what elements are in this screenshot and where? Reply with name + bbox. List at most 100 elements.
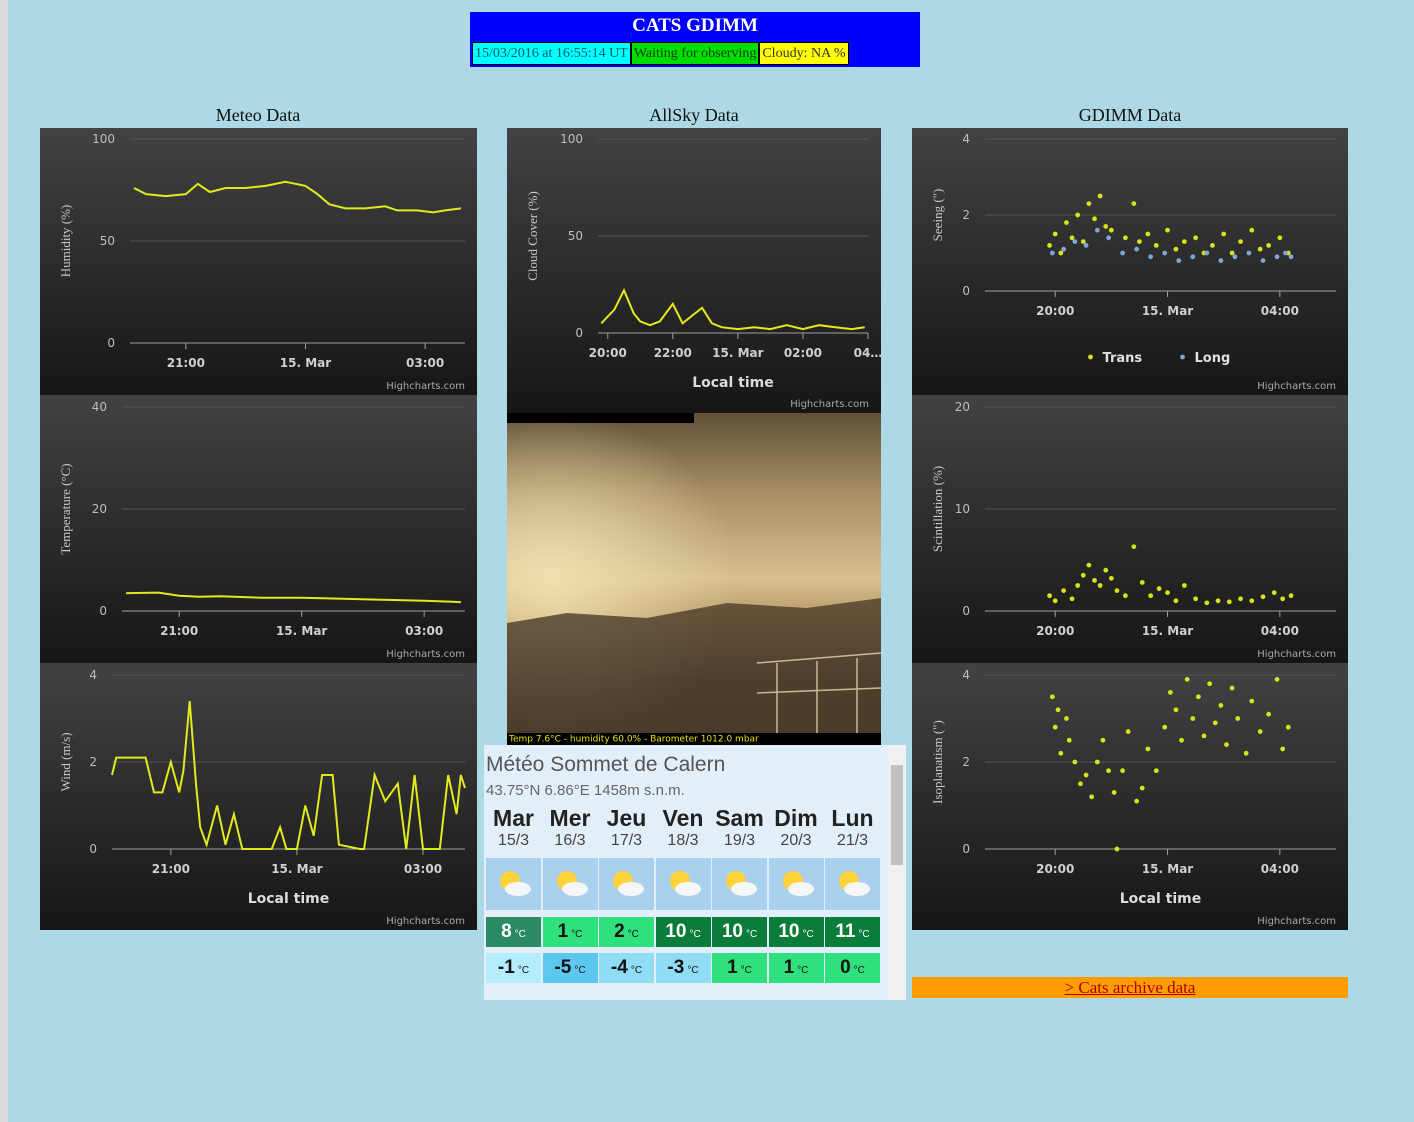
y-tick-label: 50	[100, 234, 115, 248]
y-tick-label: 0	[962, 842, 970, 856]
data-point	[1086, 201, 1091, 206]
icon-cloud	[675, 882, 701, 896]
data-point	[1061, 247, 1066, 252]
data-point	[1067, 738, 1072, 743]
data-point	[1247, 251, 1252, 256]
chart-background	[912, 395, 1348, 663]
data-point	[1174, 707, 1179, 712]
day-header: Sam19/3	[712, 805, 767, 850]
data-point	[1193, 596, 1198, 601]
temp-value: -5	[554, 957, 571, 978]
archive-link[interactable]: > Cats archive data	[1065, 978, 1196, 997]
temp-value: 10	[778, 921, 799, 942]
data-point	[1218, 258, 1223, 263]
temp-min: 0°C	[825, 953, 880, 983]
data-point	[1266, 243, 1271, 248]
x-tick-label: 15. Mar	[280, 356, 331, 370]
data-point	[1224, 742, 1229, 747]
icon-cloud	[505, 882, 531, 896]
data-point	[1075, 213, 1080, 218]
data-point	[1098, 583, 1103, 588]
x-tick-label: 04:00	[1261, 304, 1299, 318]
data-point	[1115, 588, 1120, 593]
data-point	[1115, 847, 1120, 852]
y-tick-label: 4	[962, 668, 970, 682]
chart: 0204021:0015. Mar03:00Temperature (°C)Hi…	[40, 395, 477, 663]
data-point	[1056, 707, 1061, 712]
weather-icon	[656, 858, 711, 910]
data-point	[1131, 201, 1136, 206]
chart-background	[40, 128, 477, 395]
data-point	[1179, 738, 1184, 743]
weather-icon	[769, 858, 824, 910]
data-point	[1053, 598, 1058, 603]
temp-unit: °C	[746, 929, 757, 940]
data-point	[1137, 239, 1142, 244]
day-name: Mer	[543, 805, 598, 832]
weather-icon	[599, 858, 654, 910]
data-point	[1070, 235, 1075, 240]
data-point	[1126, 729, 1131, 734]
data-point	[1235, 716, 1240, 721]
credit: Highcharts.com	[386, 381, 465, 392]
data-point	[1227, 599, 1232, 604]
credit: Highcharts.com	[386, 916, 465, 927]
x-tick-label: 15. Mar	[712, 346, 763, 360]
data-point	[1145, 232, 1150, 237]
y-tick-label: 0	[99, 604, 107, 618]
x-tick-label: 20:00	[589, 346, 627, 360]
data-point	[1182, 583, 1187, 588]
data-point	[1081, 573, 1086, 578]
x-tick-label: 20:00	[1036, 304, 1074, 318]
legend-label: Long	[1195, 351, 1231, 366]
temp-value: 0	[840, 957, 851, 978]
data-point	[1174, 247, 1179, 252]
data-point	[1047, 593, 1052, 598]
data-point	[1165, 228, 1170, 233]
data-point	[1092, 216, 1097, 221]
temp-unit: °C	[628, 929, 639, 940]
temp-max: 10°C	[769, 917, 824, 947]
data-point	[1204, 251, 1209, 256]
data-point	[1050, 251, 1055, 256]
data-point	[1086, 563, 1091, 568]
data-point	[1084, 243, 1089, 248]
icon-cloud	[562, 882, 588, 896]
status-state: Waiting for observing	[631, 42, 760, 65]
weather-icon	[486, 858, 541, 910]
credit: Highcharts.com	[386, 649, 465, 660]
section-title: GDIMM Data	[980, 105, 1280, 126]
x-tick-label: 02:00	[784, 346, 822, 360]
y-axis-title: Humidity (%)	[58, 205, 73, 278]
data-point	[1095, 760, 1100, 765]
chart-background	[40, 395, 477, 663]
data-point	[1249, 598, 1254, 603]
data-point	[1190, 716, 1195, 721]
data-point	[1092, 578, 1097, 583]
temp-value: 8	[501, 921, 512, 942]
scrollbar[interactable]	[888, 745, 906, 1000]
credit: Highcharts.com	[1257, 649, 1336, 660]
y-tick-label: 0	[575, 326, 583, 340]
y-tick-label: 0	[89, 842, 97, 856]
status-date: 15/03/2016 at 16:55:14 UT	[472, 42, 631, 65]
y-axis-title: Wind (m/s)	[58, 732, 73, 791]
temp-unit: °C	[741, 965, 752, 976]
day-header: Jeu17/3	[599, 805, 654, 850]
x-tick-label: 15. Mar	[1142, 624, 1193, 638]
data-point	[1148, 593, 1153, 598]
temp-unit: °C	[518, 965, 529, 976]
data-point	[1134, 799, 1139, 804]
temp-max: 10°C	[712, 917, 767, 947]
day-header: Mer16/3	[543, 805, 598, 850]
x-tick-label: 15. Mar	[1142, 304, 1193, 318]
y-axis-title: Scintillation (%)	[930, 466, 945, 552]
data-point	[1070, 596, 1075, 601]
scroll-thumb[interactable]	[891, 765, 903, 865]
temp-value: 10	[665, 921, 686, 942]
top-strip	[507, 413, 694, 423]
temp-unit: °C	[802, 929, 813, 940]
x-tick-label: 15. Mar	[276, 624, 327, 638]
